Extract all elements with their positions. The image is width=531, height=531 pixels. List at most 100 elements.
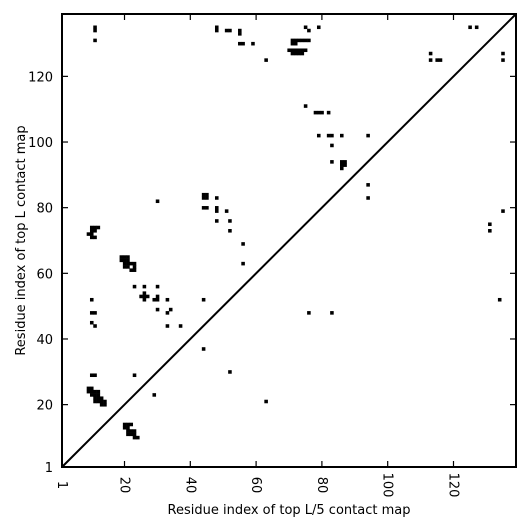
- contact-cell-lower: [89, 386, 94, 391]
- contact-cell-upper: [366, 183, 370, 187]
- contact-cell-upper: [320, 110, 324, 115]
- contact-cell-lower: [86, 386, 91, 391]
- x-tick-label: 60: [248, 477, 263, 494]
- contact-cell-lower: [168, 307, 173, 312]
- contact-cell-lower: [122, 258, 127, 263]
- contact-cell-upper: [287, 48, 291, 53]
- contact-cell-upper: [238, 41, 242, 46]
- contact-cell-lower: [132, 432, 137, 437]
- contact-cell-lower: [165, 311, 170, 315]
- contact-cell-lower: [126, 422, 130, 427]
- contact-cell-lower: [178, 324, 183, 328]
- contact-cell-lower: [93, 399, 97, 404]
- contact-cell-lower: [488, 229, 492, 233]
- contact-cell-upper: [224, 28, 229, 33]
- contact-cell-upper: [468, 25, 472, 30]
- contact-cell-lower: [241, 242, 245, 246]
- contact-cell-lower: [89, 311, 94, 315]
- contact-cell-lower: [201, 192, 206, 197]
- x-tick-label: 80: [314, 477, 329, 494]
- contact-cell-lower: [142, 284, 147, 289]
- contact-cell-lower: [96, 389, 101, 394]
- contact-cell-upper: [238, 28, 242, 33]
- contact-cell-lower: [126, 429, 130, 433]
- contact-cell-upper: [340, 160, 344, 164]
- contact-cell-lower: [126, 258, 130, 263]
- x-tick-label: 20: [117, 477, 132, 494]
- contact-cell-lower: [89, 389, 94, 394]
- contact-cell-lower: [142, 291, 147, 295]
- y-tick-label: 60: [36, 267, 53, 282]
- contact-cell-lower: [155, 284, 160, 289]
- contact-cell-lower: [136, 435, 140, 440]
- contact-cell-upper: [264, 58, 268, 62]
- contact-cell-lower: [145, 294, 150, 299]
- contact-cell-lower: [86, 232, 91, 236]
- contact-cell-lower: [214, 206, 219, 210]
- contact-cell-lower: [241, 261, 245, 266]
- contact-cell-lower: [307, 311, 311, 315]
- contact-cell-lower: [99, 403, 104, 407]
- contact-cell-lower: [103, 403, 107, 407]
- contact-cell-upper: [474, 25, 479, 30]
- contact-cell-lower: [93, 225, 97, 230]
- contact-cell-lower: [201, 347, 206, 351]
- contact-cell-upper: [300, 48, 305, 53]
- contact-cell-upper: [307, 28, 311, 33]
- contact-cell-upper: [93, 25, 97, 30]
- contact-cell-upper: [330, 143, 334, 148]
- contact-cell-lower: [501, 209, 505, 213]
- contact-cells: [86, 25, 505, 440]
- contact-cell-lower: [214, 196, 219, 200]
- contact-cell-upper: [297, 38, 301, 43]
- y-tick-label: 100: [28, 136, 53, 151]
- contact-cell-upper: [238, 32, 242, 36]
- contact-cell-lower: [99, 396, 104, 400]
- contact-cell-lower: [126, 425, 130, 430]
- contact-cell-lower: [89, 393, 94, 397]
- contact-cell-lower: [89, 320, 94, 325]
- contact-cell-upper: [303, 104, 308, 108]
- contact-cell-lower: [103, 399, 107, 404]
- contact-cell-lower: [93, 393, 97, 397]
- contact-cell-lower: [142, 294, 147, 299]
- contact-cell-lower: [89, 235, 94, 240]
- contact-cell-lower: [122, 422, 127, 427]
- contact-cell-lower: [99, 399, 104, 404]
- contact-cell-lower: [201, 196, 206, 200]
- contact-cell-lower: [165, 324, 170, 328]
- contact-cell-lower: [214, 209, 219, 213]
- contact-cell-upper: [93, 28, 97, 33]
- contact-cell-lower: [228, 219, 232, 223]
- contact-cell-upper: [316, 133, 321, 138]
- contact-cell-upper: [228, 28, 232, 33]
- contact-cell-lower: [224, 209, 229, 213]
- contact-cell-lower: [129, 429, 134, 433]
- contact-cell-upper: [214, 28, 219, 33]
- contact-cell-lower: [201, 206, 206, 210]
- contact-cell-lower: [155, 199, 160, 204]
- x-tick-label: 100: [380, 473, 395, 498]
- contact-cell-lower: [122, 255, 127, 259]
- contact-cell-upper: [293, 51, 298, 56]
- contact-cell-lower: [126, 255, 130, 259]
- contact-cell-lower: [96, 393, 101, 397]
- contact-cell-lower: [93, 389, 97, 394]
- contact-cell-upper: [214, 25, 219, 30]
- contact-cell-upper: [340, 163, 344, 167]
- contact-cell-lower: [126, 432, 130, 437]
- contact-cell-lower: [126, 265, 130, 269]
- contact-cell-upper: [435, 58, 439, 62]
- contact-cell-lower: [139, 294, 143, 299]
- contact-cell-lower: [89, 373, 94, 378]
- contact-cell-lower: [152, 297, 157, 302]
- contact-cell-upper: [297, 48, 301, 53]
- contact-cell-upper: [343, 160, 347, 164]
- contact-cell-lower: [142, 297, 147, 302]
- contact-cell-lower: [132, 429, 137, 433]
- contact-cell-lower: [129, 261, 134, 266]
- contact-cell-lower: [96, 396, 101, 400]
- contact-cell-lower: [93, 324, 97, 328]
- contact-cell-upper: [438, 58, 443, 62]
- x-tick-label: 120: [445, 473, 460, 498]
